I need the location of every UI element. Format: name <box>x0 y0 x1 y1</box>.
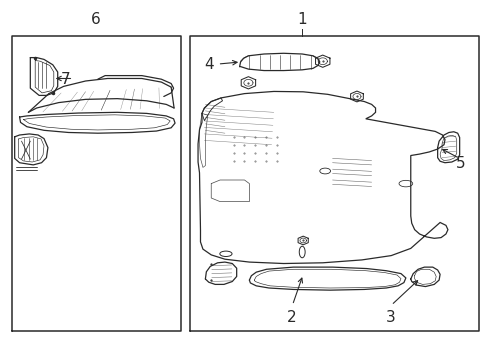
Text: 2: 2 <box>286 310 296 325</box>
Text: 6: 6 <box>90 12 100 27</box>
Polygon shape <box>198 91 447 264</box>
Text: 1: 1 <box>297 12 306 27</box>
Text: 7: 7 <box>61 72 71 87</box>
Text: 4: 4 <box>204 57 214 72</box>
Text: 3: 3 <box>385 310 394 325</box>
Text: 5: 5 <box>455 156 465 171</box>
